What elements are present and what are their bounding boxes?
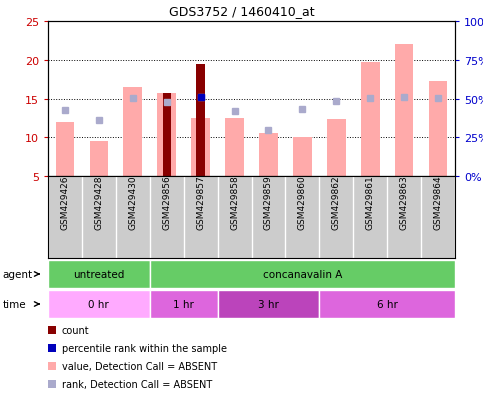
Text: agent: agent [2, 269, 32, 279]
Text: percentile rank within the sample: percentile rank within the sample [62, 343, 227, 353]
Bar [429, 81, 447, 177]
Text: 6 hr: 6 hr [377, 299, 398, 309]
Text: 3 hr: 3 hr [258, 299, 279, 309]
Bar [157, 94, 176, 177]
Text: rank, Detection Call = ABSENT: rank, Detection Call = ABSENT [62, 379, 212, 389]
Bar [48, 344, 56, 352]
Text: time: time [2, 299, 26, 309]
Bar [191, 119, 210, 177]
Bar [319, 290, 455, 318]
Bar [197, 64, 205, 177]
Bar [150, 290, 217, 318]
Bar [395, 45, 413, 177]
Bar [259, 134, 278, 177]
Bar [89, 142, 108, 177]
Bar [48, 362, 56, 370]
Bar [124, 88, 142, 177]
Text: untreated: untreated [73, 269, 125, 279]
Bar [48, 290, 150, 318]
Bar [327, 120, 346, 177]
Bar [48, 326, 56, 334]
Bar [48, 260, 150, 288]
Bar [56, 122, 74, 177]
Bar [225, 119, 244, 177]
Text: concanavalin A: concanavalin A [263, 269, 342, 279]
Text: count: count [62, 325, 90, 335]
Bar [361, 63, 380, 177]
Bar [217, 290, 319, 318]
Bar [150, 260, 455, 288]
Bar [162, 94, 171, 177]
Text: value, Detection Call = ABSENT: value, Detection Call = ABSENT [62, 361, 217, 371]
Bar [293, 138, 312, 177]
Text: 0 hr: 0 hr [88, 299, 109, 309]
Text: 1 hr: 1 hr [173, 299, 194, 309]
Text: GDS3752 / 1460410_at: GDS3752 / 1460410_at [169, 5, 314, 18]
Bar [48, 380, 56, 388]
